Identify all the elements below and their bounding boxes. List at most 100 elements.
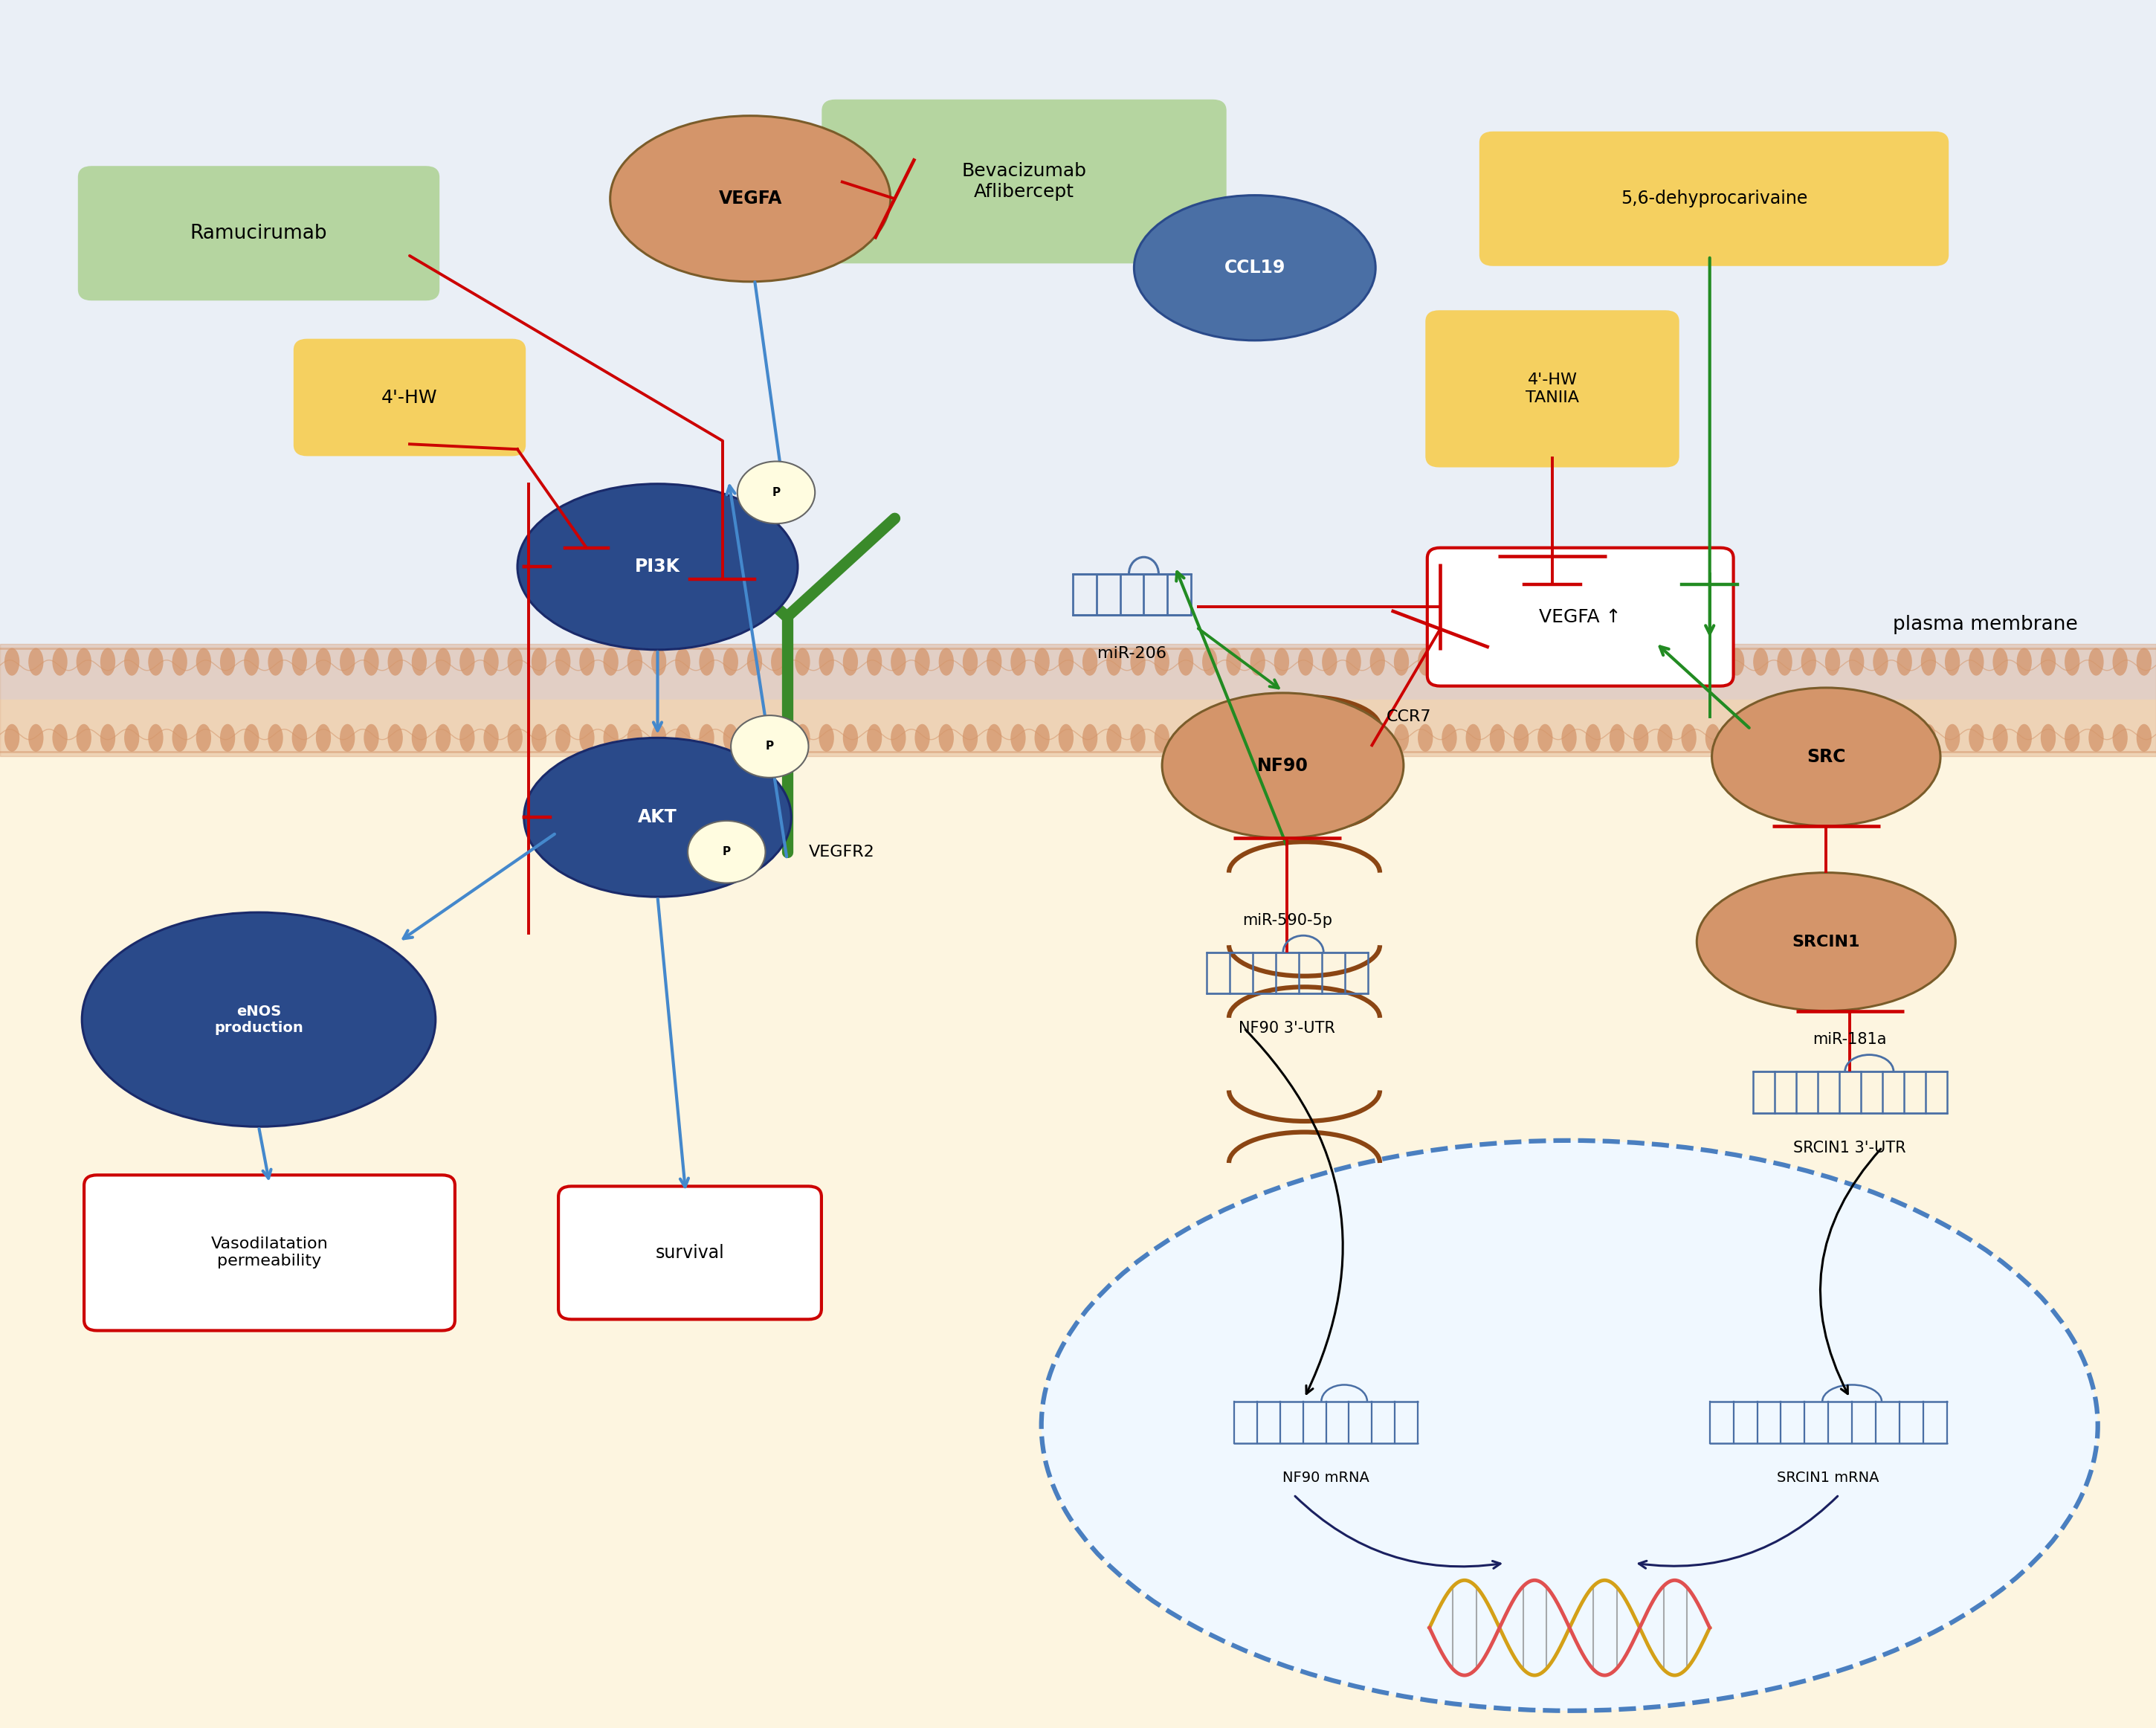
Text: SRC: SRC [1807, 748, 1846, 766]
Ellipse shape [244, 724, 259, 752]
Ellipse shape [1537, 648, 1552, 676]
Ellipse shape [172, 648, 188, 676]
Ellipse shape [1035, 724, 1050, 752]
Ellipse shape [530, 724, 545, 752]
Ellipse shape [1514, 724, 1529, 752]
Ellipse shape [914, 724, 929, 752]
Text: NF90 3'-UTR: NF90 3'-UTR [1240, 1021, 1335, 1037]
Ellipse shape [196, 724, 211, 752]
Ellipse shape [843, 648, 858, 676]
Text: miR-181a: miR-181a [1813, 1032, 1886, 1047]
Ellipse shape [1082, 724, 1097, 752]
Ellipse shape [220, 648, 235, 676]
Ellipse shape [1585, 724, 1600, 752]
Bar [0, 645, 2156, 757]
Ellipse shape [1800, 724, 1815, 752]
Ellipse shape [699, 648, 714, 676]
Ellipse shape [459, 648, 474, 676]
Ellipse shape [1537, 724, 1552, 752]
Ellipse shape [1608, 648, 1626, 676]
Ellipse shape [2113, 648, 2128, 676]
Text: SRCIN1 3'-UTR: SRCIN1 3'-UTR [1794, 1140, 1906, 1156]
Text: SRCIN1 mRNA: SRCIN1 mRNA [1777, 1471, 1880, 1484]
Ellipse shape [1466, 648, 1481, 676]
Ellipse shape [1561, 724, 1576, 752]
Ellipse shape [604, 648, 619, 676]
Ellipse shape [2137, 648, 2152, 676]
Bar [0, 0, 2156, 700]
Ellipse shape [580, 724, 595, 752]
Ellipse shape [1753, 648, 1768, 676]
Ellipse shape [675, 648, 690, 676]
Ellipse shape [1059, 648, 1074, 676]
FancyBboxPatch shape [293, 339, 524, 456]
Ellipse shape [1682, 724, 1697, 752]
Ellipse shape [1921, 648, 1936, 676]
Ellipse shape [507, 724, 522, 752]
Text: P: P [722, 847, 731, 857]
Ellipse shape [412, 648, 427, 676]
Ellipse shape [819, 648, 834, 676]
Ellipse shape [2065, 724, 2081, 752]
Ellipse shape [1729, 724, 1744, 752]
Ellipse shape [1945, 648, 1960, 676]
Ellipse shape [987, 724, 1003, 752]
Ellipse shape [1041, 1140, 2098, 1711]
Ellipse shape [172, 724, 188, 752]
Ellipse shape [1824, 724, 1839, 752]
Ellipse shape [1490, 724, 1505, 752]
Ellipse shape [1658, 724, 1673, 752]
FancyBboxPatch shape [1427, 548, 1733, 686]
FancyBboxPatch shape [821, 100, 1225, 263]
Ellipse shape [1850, 724, 1865, 752]
Ellipse shape [890, 724, 906, 752]
Ellipse shape [1130, 724, 1145, 752]
Ellipse shape [75, 724, 91, 752]
Ellipse shape [388, 724, 403, 752]
Text: VEGFR2: VEGFR2 [808, 845, 875, 859]
Ellipse shape [746, 648, 761, 676]
Ellipse shape [1203, 724, 1218, 752]
Ellipse shape [1298, 648, 1313, 676]
Ellipse shape [2137, 724, 2152, 752]
Ellipse shape [1274, 648, 1289, 676]
Text: NF90 mRNA: NF90 mRNA [1283, 1471, 1369, 1484]
Text: eNOS
production: eNOS production [213, 1004, 304, 1035]
Ellipse shape [1345, 648, 1360, 676]
Ellipse shape [1585, 648, 1600, 676]
Ellipse shape [1800, 648, 1815, 676]
Ellipse shape [604, 724, 619, 752]
Ellipse shape [1968, 724, 1984, 752]
Ellipse shape [962, 648, 979, 676]
Ellipse shape [317, 724, 332, 752]
FancyBboxPatch shape [558, 1187, 821, 1320]
Ellipse shape [651, 648, 666, 676]
Ellipse shape [1697, 873, 1955, 1011]
Text: 4'-HW: 4'-HW [382, 389, 438, 406]
Ellipse shape [1705, 724, 1720, 752]
Text: miR-590-5p: miR-590-5p [1242, 912, 1332, 928]
Ellipse shape [1227, 724, 1242, 752]
Ellipse shape [412, 724, 427, 752]
Text: 4'-HW
TANIIA: 4'-HW TANIIA [1526, 373, 1578, 404]
Ellipse shape [291, 724, 306, 752]
Ellipse shape [987, 648, 1003, 676]
Ellipse shape [1250, 648, 1266, 676]
Ellipse shape [28, 724, 43, 752]
Ellipse shape [1897, 724, 1912, 752]
Ellipse shape [364, 648, 379, 676]
Ellipse shape [1992, 648, 2007, 676]
Ellipse shape [364, 724, 379, 752]
Ellipse shape [1393, 724, 1410, 752]
Text: SRCIN1: SRCIN1 [1792, 935, 1861, 949]
Ellipse shape [1658, 648, 1673, 676]
Text: Ramucirumab: Ramucirumab [190, 223, 328, 244]
Ellipse shape [2089, 648, 2104, 676]
Ellipse shape [556, 724, 571, 752]
Ellipse shape [890, 648, 906, 676]
Ellipse shape [796, 724, 811, 752]
Ellipse shape [962, 724, 979, 752]
Text: Bevacizumab
Aflibercept: Bevacizumab Aflibercept [962, 162, 1087, 200]
Ellipse shape [1897, 648, 1912, 676]
Ellipse shape [722, 648, 737, 676]
